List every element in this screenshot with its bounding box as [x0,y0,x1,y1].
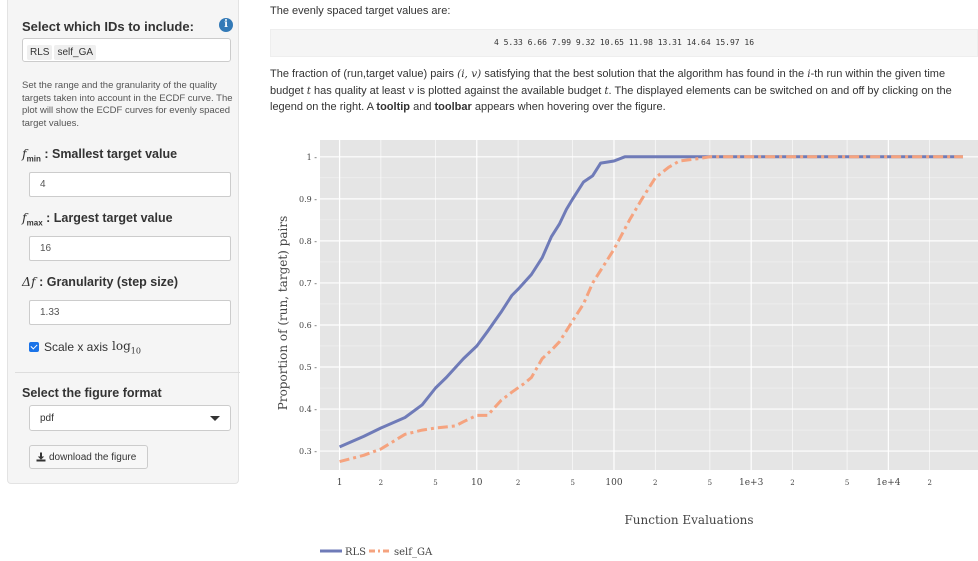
fmin-label: fmin : Smallest target value [22,146,178,164]
x-tick-label: 5 [570,479,574,487]
format-select[interactable]: pdf [29,405,231,431]
checkbox-checked-icon[interactable] [29,342,39,353]
target-values-box: 4 5.33 6.66 7.99 9.32 10.65 11.98 13.31 … [270,29,978,57]
plot-background [320,140,978,470]
y-tick-label: 0.6 - [299,321,317,330]
sidebar-panel: Select which IDs to include: i RLS self_G… [7,0,240,484]
ecdf-description: The fraction of (run,target value) pairs… [270,68,952,113]
fmax-input[interactable]: 16 [29,236,231,261]
x-tick-label: 5 [845,479,849,487]
x-tick-label: 1 [337,478,343,488]
y-tick-label: 0.5 - [299,363,317,372]
legend-label-self-ga[interactable]: self_GA [394,547,433,558]
step-size-label: Δf : Granularity (step size) [22,274,179,289]
x-tick-label: 1e+3 [739,478,764,488]
series-line-rls[interactable] [339,155,963,449]
ecdf-help-text: Set the range and the granularity of the… [22,80,233,129]
format-header: Select the figure format [22,386,162,400]
targets-intro-text: The evenly spaced target values are: [270,5,451,17]
y-tick-label: 0.4 - [299,405,317,414]
id-tag-self-ga[interactable]: self_GA [54,45,97,60]
x-tick-label: 100 [605,478,622,488]
y-tick-label: 0.7 - [299,279,317,288]
x-tick-label: 10 [471,478,483,488]
x-tick-label: 5 [433,479,437,487]
x-tick-label: 2 [653,479,657,487]
x-tick-label: 2 [516,479,520,487]
y-tick-label: 1 - [307,153,318,162]
download-figure-button[interactable]: download the figure [29,445,148,469]
x-tick-label: 1e+4 [876,478,901,488]
ecdf-chart[interactable]: 0.3 - 0.4 - 0.5 - 0.6 - 0.7 - 0.8 - 0.9 - 1 - 1 2… [270,140,978,561]
y-tick-label: 0.8 - [299,237,317,246]
chevron-down-icon [210,416,220,421]
id-tag-rls[interactable]: RLS [27,45,53,60]
x-tick-label: 2 [379,479,383,487]
sidebar-divider [15,372,240,373]
series-line-self-ga[interactable] [339,155,963,464]
x-tick-label: 5 [708,479,712,487]
y-tick-label: 0.9 - [299,195,317,204]
x-tick-label: 2 [790,479,794,487]
ids-header: Select which IDs to include: [22,19,194,34]
y-axis-title: Proportion of (run, target) pairs [276,216,290,410]
x-axis-title: Function Evaluations [624,513,753,527]
x-tick-label: 2 [927,479,931,487]
download-icon [36,452,46,462]
fmin-input[interactable]: 4 [29,172,231,197]
scale-log-checkbox[interactable]: Scale x axis log10 [29,339,141,355]
legend-label-rls[interactable]: RLS [345,547,366,558]
step-size-input[interactable]: 1.33 [29,300,231,325]
ids-multiselect[interactable]: RLS self_GA [22,38,231,62]
y-tick-label: 0.3 - [299,447,317,456]
scale-log-label: Scale x axis [44,340,109,355]
fmax-label: fmax : Largest target value [22,210,173,228]
info-icon[interactable]: i [219,18,233,32]
